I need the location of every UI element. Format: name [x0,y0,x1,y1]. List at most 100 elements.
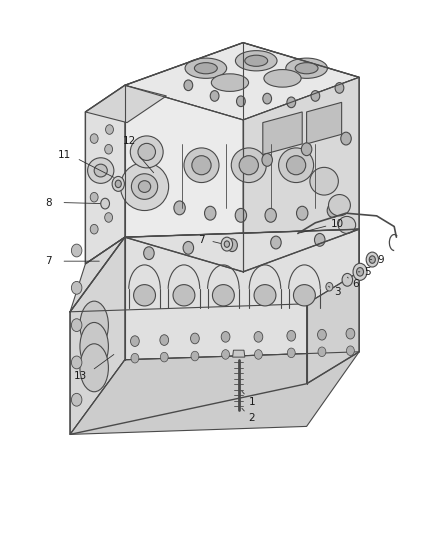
Circle shape [227,239,237,252]
Circle shape [221,332,230,342]
Ellipse shape [239,156,258,175]
Text: 10: 10 [331,219,344,229]
Circle shape [311,91,320,101]
Text: 12: 12 [123,136,136,146]
Circle shape [369,256,375,263]
Ellipse shape [80,344,109,392]
Ellipse shape [134,285,155,306]
Circle shape [174,201,185,215]
Polygon shape [85,85,125,264]
Circle shape [237,96,245,107]
Circle shape [366,252,378,267]
Ellipse shape [120,163,169,211]
Text: 9: 9 [378,255,385,264]
Ellipse shape [94,164,107,177]
Circle shape [71,281,82,294]
Circle shape [314,233,325,246]
Ellipse shape [80,301,109,349]
Circle shape [90,134,98,143]
Polygon shape [70,229,359,312]
Ellipse shape [131,136,163,168]
Circle shape [191,333,199,344]
Ellipse shape [295,63,318,74]
Circle shape [287,97,296,108]
Circle shape [318,329,326,340]
Circle shape [221,237,233,251]
Circle shape [342,273,353,286]
Polygon shape [85,85,166,123]
Circle shape [191,351,199,361]
Ellipse shape [286,58,327,78]
Circle shape [262,154,272,166]
Circle shape [184,80,193,91]
Ellipse shape [211,74,249,92]
Text: 7: 7 [198,235,205,245]
Ellipse shape [184,148,219,182]
Circle shape [318,347,326,357]
Ellipse shape [279,148,314,182]
Polygon shape [307,102,342,144]
Circle shape [335,83,344,93]
Circle shape [131,336,139,346]
Polygon shape [125,85,243,272]
Text: 3: 3 [334,287,341,297]
Ellipse shape [185,58,227,78]
Ellipse shape [286,156,306,175]
Circle shape [105,213,113,222]
Circle shape [112,176,124,191]
Circle shape [90,192,98,202]
Ellipse shape [264,69,301,87]
Circle shape [327,204,339,217]
Circle shape [210,91,219,101]
Circle shape [301,143,312,156]
Circle shape [346,346,354,356]
Circle shape [254,350,262,359]
Circle shape [271,236,281,249]
Circle shape [90,224,98,234]
Ellipse shape [80,322,109,370]
Ellipse shape [173,285,195,306]
Circle shape [183,241,194,254]
Text: 11: 11 [58,150,71,159]
Circle shape [131,353,139,363]
Polygon shape [70,237,125,434]
Text: 13: 13 [74,371,87,381]
Circle shape [346,328,355,339]
Circle shape [115,180,121,188]
Circle shape [287,330,296,341]
Circle shape [160,335,169,345]
Circle shape [263,93,272,104]
Circle shape [144,247,154,260]
Circle shape [71,393,82,406]
Circle shape [265,208,276,222]
Ellipse shape [192,156,211,175]
Ellipse shape [194,63,217,74]
Circle shape [357,268,364,276]
Circle shape [222,350,230,359]
Circle shape [353,263,367,280]
Circle shape [160,352,168,362]
Ellipse shape [231,148,266,182]
Polygon shape [70,352,359,434]
Polygon shape [243,77,359,272]
Polygon shape [125,229,359,360]
Circle shape [106,125,113,134]
Ellipse shape [88,158,114,183]
Ellipse shape [328,195,350,216]
Text: 6: 6 [352,279,359,288]
Ellipse shape [138,181,151,192]
Polygon shape [125,43,359,120]
Circle shape [205,206,216,220]
Text: 2: 2 [248,414,255,423]
Ellipse shape [212,285,234,306]
Ellipse shape [131,174,158,199]
Circle shape [71,319,82,332]
Circle shape [71,356,82,369]
Circle shape [101,198,110,209]
Circle shape [326,282,333,291]
Polygon shape [307,272,359,384]
Circle shape [254,332,263,342]
Ellipse shape [338,216,356,233]
Circle shape [105,144,113,154]
Text: 1: 1 [248,398,255,407]
